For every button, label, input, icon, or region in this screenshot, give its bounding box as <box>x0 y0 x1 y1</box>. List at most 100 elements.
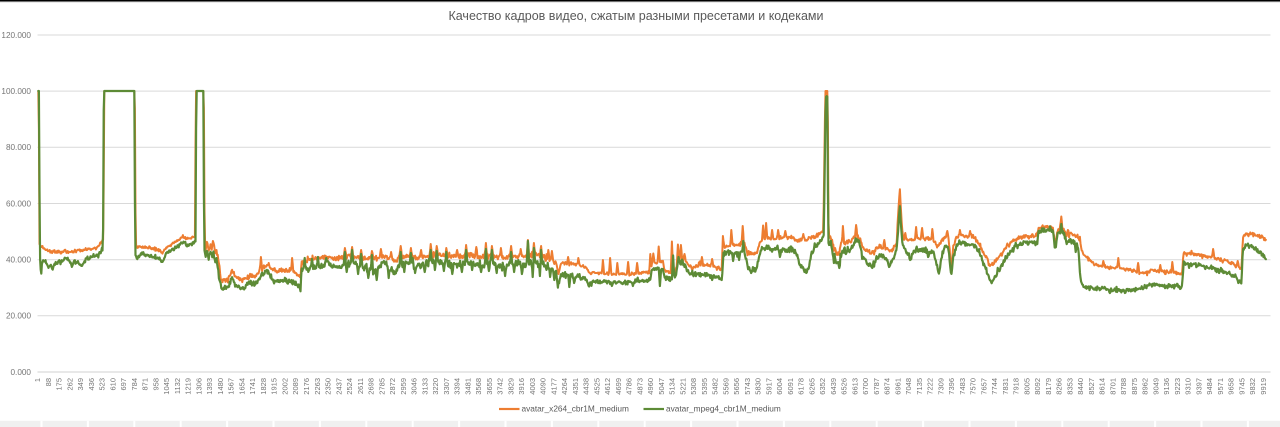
svg-text:1567: 1567 <box>227 378 236 395</box>
svg-text:3916: 3916 <box>517 378 526 395</box>
svg-text:2350: 2350 <box>324 378 333 395</box>
svg-text:9136: 9136 <box>1162 378 1171 395</box>
svg-text:523: 523 <box>98 378 107 391</box>
svg-text:7483: 7483 <box>958 378 967 395</box>
svg-text:3307: 3307 <box>442 378 451 395</box>
svg-text:9832: 9832 <box>1248 378 1257 395</box>
svg-text:436: 436 <box>87 378 96 391</box>
svg-text:8092: 8092 <box>1033 378 1042 395</box>
svg-text:6439: 6439 <box>829 378 838 395</box>
svg-text:349: 349 <box>76 378 85 391</box>
svg-text:8005: 8005 <box>1022 378 1031 395</box>
svg-text:958: 958 <box>152 378 161 391</box>
svg-text:2872: 2872 <box>388 378 397 395</box>
svg-text:88: 88 <box>44 378 53 386</box>
svg-text:5047: 5047 <box>657 378 666 395</box>
svg-text:2437: 2437 <box>334 378 343 395</box>
svg-text:4612: 4612 <box>603 378 612 395</box>
svg-text:9745: 9745 <box>1237 378 1246 395</box>
svg-text:20.000: 20.000 <box>6 312 31 321</box>
svg-text:6265: 6265 <box>807 378 816 395</box>
svg-text:871: 871 <box>141 378 150 391</box>
svg-text:6091: 6091 <box>786 378 795 395</box>
svg-text:6613: 6613 <box>850 378 859 395</box>
svg-text:0.000: 0.000 <box>11 368 32 377</box>
svg-text:5917: 5917 <box>764 378 773 395</box>
svg-text:8875: 8875 <box>1130 378 1139 395</box>
svg-text:6352: 6352 <box>818 378 827 395</box>
svg-text:5221: 5221 <box>678 378 687 395</box>
svg-text:6874: 6874 <box>883 378 892 395</box>
svg-text:2524: 2524 <box>345 378 354 395</box>
svg-text:5134: 5134 <box>668 378 677 395</box>
svg-text:7222: 7222 <box>926 378 935 395</box>
svg-text:1828: 1828 <box>259 378 268 395</box>
svg-text:7396: 7396 <box>947 378 956 395</box>
svg-text:6178: 6178 <box>797 378 806 395</box>
svg-text:4090: 4090 <box>539 378 548 395</box>
svg-text:697: 697 <box>119 378 128 391</box>
svg-text:9397: 9397 <box>1194 378 1203 395</box>
svg-text:2263: 2263 <box>313 378 322 395</box>
svg-text:120.000: 120.000 <box>1 31 31 40</box>
svg-text:8353: 8353 <box>1065 378 1074 395</box>
svg-text:1741: 1741 <box>248 378 257 395</box>
svg-text:3133: 3133 <box>420 378 429 395</box>
svg-text:Качество кадров видео, сжатым: Качество кадров видео, сжатым разными пр… <box>448 9 823 23</box>
svg-text:1654: 1654 <box>238 378 247 395</box>
svg-text:9571: 9571 <box>1216 378 1225 395</box>
svg-text:8440: 8440 <box>1076 378 1085 395</box>
svg-text:8179: 8179 <box>1044 378 1053 395</box>
svg-text:6004: 6004 <box>775 378 784 395</box>
svg-text:784: 784 <box>130 378 139 391</box>
svg-text:1045: 1045 <box>162 378 171 395</box>
svg-text:4438: 4438 <box>582 378 591 395</box>
svg-text:60.000: 60.000 <box>6 199 31 208</box>
svg-text:avatar_mpeg4_cbr1M_medium: avatar_mpeg4_cbr1M_medium <box>666 404 781 414</box>
svg-text:3742: 3742 <box>496 378 505 395</box>
svg-text:avatar_x264_cbr1M_medium: avatar_x264_cbr1M_medium <box>522 404 630 414</box>
svg-text:2176: 2176 <box>302 378 311 395</box>
svg-text:1480: 1480 <box>216 378 225 395</box>
svg-text:7831: 7831 <box>1001 378 1010 395</box>
svg-text:9919: 9919 <box>1259 378 1268 395</box>
svg-text:1: 1 <box>33 378 42 382</box>
svg-text:4699: 4699 <box>614 378 623 395</box>
svg-text:8527: 8527 <box>1087 378 1096 395</box>
svg-text:3568: 3568 <box>474 378 483 395</box>
svg-text:4264: 4264 <box>560 378 569 395</box>
svg-text:8614: 8614 <box>1098 378 1107 395</box>
svg-text:8788: 8788 <box>1119 378 1128 395</box>
svg-text:6700: 6700 <box>861 378 870 395</box>
svg-text:5743: 5743 <box>743 378 752 395</box>
svg-text:9658: 9658 <box>1227 378 1236 395</box>
svg-text:1219: 1219 <box>184 378 193 395</box>
svg-text:9223: 9223 <box>1173 378 1182 395</box>
svg-text:7570: 7570 <box>969 378 978 395</box>
svg-text:7657: 7657 <box>979 378 988 395</box>
svg-text:8266: 8266 <box>1055 378 1064 395</box>
svg-text:1393: 1393 <box>205 378 214 395</box>
svg-text:9484: 9484 <box>1205 378 1214 395</box>
svg-text:8962: 8962 <box>1141 378 1150 395</box>
svg-text:4786: 4786 <box>625 378 634 395</box>
svg-text:3046: 3046 <box>410 378 419 395</box>
svg-text:7918: 7918 <box>1012 378 1021 395</box>
svg-text:3655: 3655 <box>485 378 494 395</box>
svg-text:3481: 3481 <box>463 378 472 395</box>
svg-text:6961: 6961 <box>893 378 902 395</box>
svg-text:6526: 6526 <box>840 378 849 395</box>
svg-text:2002: 2002 <box>281 378 290 395</box>
svg-text:3394: 3394 <box>453 378 462 395</box>
svg-text:4960: 4960 <box>646 378 655 395</box>
svg-text:8701: 8701 <box>1108 378 1117 395</box>
svg-text:262: 262 <box>66 378 75 391</box>
svg-text:5569: 5569 <box>721 378 730 395</box>
svg-text:7135: 7135 <box>915 378 924 395</box>
svg-text:4003: 4003 <box>528 378 537 395</box>
svg-text:80.000: 80.000 <box>6 143 31 152</box>
svg-text:7048: 7048 <box>904 378 913 395</box>
svg-text:1915: 1915 <box>270 378 279 395</box>
svg-text:3829: 3829 <box>506 378 515 395</box>
svg-text:175: 175 <box>55 378 64 391</box>
